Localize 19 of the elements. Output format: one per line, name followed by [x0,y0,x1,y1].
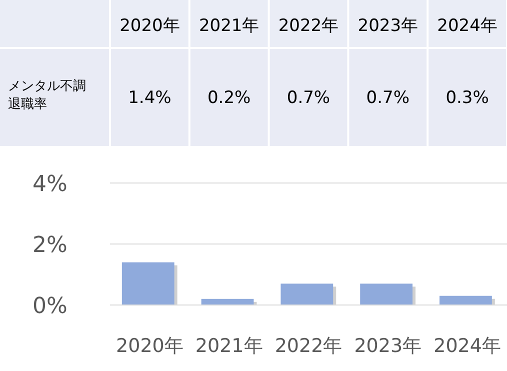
category-label: 2023年 [358,16,418,36]
y-tick-label: 4% [32,172,68,197]
y-tick-label: 0% [32,294,68,319]
category-label: 2021年 [198,16,260,36]
x-tick-label: 2021年 [195,335,263,357]
data-label: 0.3% [446,88,489,108]
data-label: 0.7% [366,88,410,108]
x-tick-label: 2023年 [354,335,422,357]
x-tick-label: 2024年 [434,335,501,357]
category-label: 2022年 [278,16,339,36]
data-label: 0.7% [286,88,330,108]
x-tick-label: 2020年 [116,335,184,357]
category-label: 2024年 [437,16,498,36]
text: メンタル不調退職率 [8,79,86,112]
data-label: 1.4% [128,88,172,108]
category-label: 2020年 [120,16,180,36]
data-label: 0.2% [208,88,251,108]
x-tick-label: 2022年 [274,335,342,357]
y-tick-label: 2% [32,233,68,258]
